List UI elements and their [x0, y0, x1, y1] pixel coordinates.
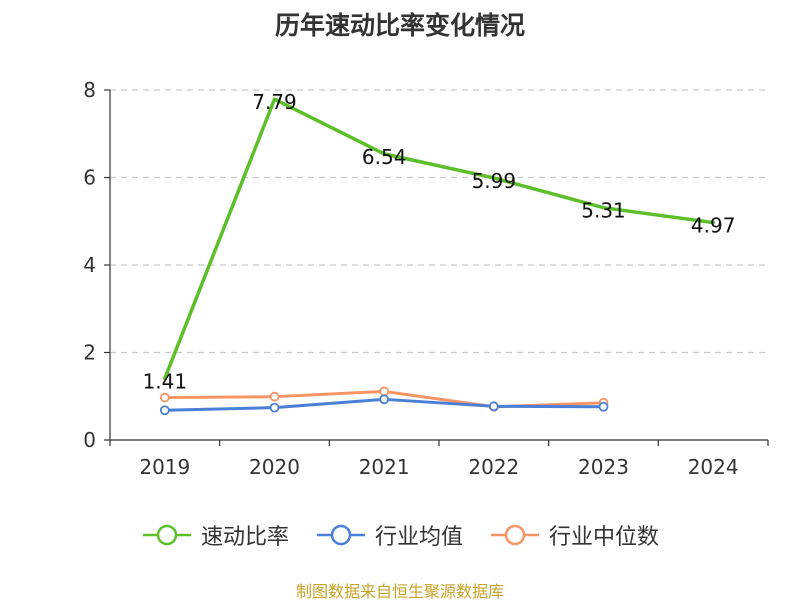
legend-item[interactable]: 行业中位数 [489, 519, 659, 551]
data-label: 4.97 [691, 214, 736, 238]
legend: 速动比率 行业均值 行业中位数 [0, 519, 800, 551]
data-label: 1.41 [143, 369, 188, 393]
legend-label: 速动比率 [200, 525, 289, 550]
legend-symbol-icon [316, 524, 365, 546]
data-point [379, 386, 390, 397]
x-tick-label: 2020 [249, 455, 300, 479]
legend-label: 行业中位数 [549, 525, 660, 550]
y-tick-label: 0 [83, 428, 96, 452]
chart-title: 历年速动比率变化情况 [274, 11, 525, 40]
legend-item[interactable]: 速动比率 [141, 519, 289, 551]
data-label: 7.79 [252, 90, 297, 114]
x-tick-label: 2019 [139, 455, 190, 479]
legend-symbol-icon [491, 524, 539, 546]
series-points [159, 386, 609, 416]
data-point [598, 401, 609, 412]
data-point [488, 401, 499, 412]
x-tick-label: 2023 [578, 455, 629, 479]
legend-label: 行业均值 [374, 525, 463, 550]
source-note: 制图数据来自恒生聚源数据库 [295, 582, 504, 601]
data-point [379, 394, 390, 405]
x-tick-label: 2021 [359, 455, 410, 479]
y-tick-label: 2 [83, 341, 96, 365]
data-point [269, 402, 280, 413]
series-line-1 [163, 97, 715, 381]
data-label: 5.99 [472, 169, 517, 193]
data-point [159, 392, 170, 403]
data-label: 6.54 [362, 145, 407, 169]
data-labels: 1.41 7.79 6.54 5.99 5.31 4.97 [143, 90, 736, 393]
data-point [159, 405, 170, 416]
data-point [269, 391, 280, 402]
grid-lines [110, 89, 768, 354]
axes: 0 2 4 6 8 2019 2020 2021 2022 2023 2024 [83, 78, 769, 479]
y-tick-label: 6 [83, 166, 96, 190]
legend-item[interactable]: 行业均值 [315, 519, 463, 551]
series-lines [163, 97, 715, 412]
y-tick-label: 4 [83, 253, 96, 277]
data-label: 5.31 [581, 199, 626, 223]
y-tick-label: 8 [83, 78, 96, 102]
x-tick-label: 2022 [468, 455, 519, 479]
legend-symbol-icon [142, 524, 191, 546]
x-tick-label: 2024 [688, 455, 739, 479]
